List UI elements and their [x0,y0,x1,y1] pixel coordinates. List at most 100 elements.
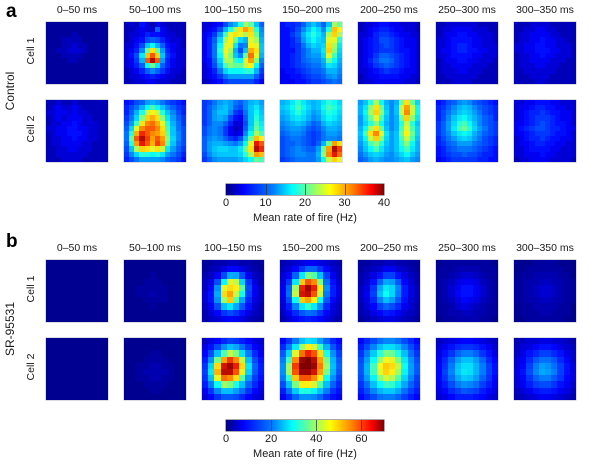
heatmap-cell [165,42,171,48]
heatmap-cell [149,42,155,48]
heatmap-cell [555,110,561,116]
heatmap-cell [454,290,461,298]
heatmap-cell [563,362,570,369]
heatmap-cell [58,315,65,322]
heatmap-cell [87,73,93,79]
heatmap-cell [336,136,342,142]
heatmap-cell [551,303,558,310]
heatmap-cell [557,356,564,363]
heatmap-cell [95,278,102,285]
heatmap-cell [368,32,374,38]
heatmap-cell [570,136,576,142]
heatmap-cell [290,42,296,48]
heatmap-cell [316,47,322,53]
heatmap-cell [555,73,561,79]
heatmap-cell [358,387,365,394]
heatmap-cell [485,356,492,363]
heatmap-cell [280,73,286,79]
heatmap-cell [364,309,371,316]
heatmap-cell [207,58,213,64]
heatmap-cell [286,290,293,298]
heatmap-cell [336,68,342,74]
heatmap-cell [539,110,545,116]
heatmap-cell [373,37,379,43]
heatmap-cell [323,387,330,394]
heatmap-cell [66,78,72,84]
heatmap-cell [300,100,306,106]
heatmap-cell [409,105,415,111]
heatmap-cell [142,387,149,394]
heatmap-cell [258,52,264,59]
heatmap-cell [544,375,552,382]
heatmap-cell [492,115,498,121]
heatmap-cell [477,146,483,152]
heatmap-cell [316,125,322,131]
heatmap-cell [243,47,249,53]
heatmap-cell [305,73,311,79]
heatmap-cell [382,344,389,351]
heatmap-cell [212,27,218,33]
heatmap-cell [52,387,59,394]
heatmap-cell [202,315,209,322]
heatmap-cell [46,78,52,84]
heatmap-cell [473,356,480,363]
heatmap-cell [243,42,249,48]
heatmap-cell [167,375,174,382]
heatmap-cell [248,52,254,59]
heatmap-cell [446,125,452,131]
heatmap-cell [388,156,395,162]
heatmap-cell [473,297,480,304]
heatmap-cell [544,63,551,69]
heatmap-cell [382,338,389,345]
heatmap-cell [551,350,558,357]
heatmap-cell [92,73,98,79]
heatmap-cell [83,303,90,310]
heatmap-cell [173,362,180,369]
heatmap-cell [336,32,342,38]
heatmap-cell [560,63,566,69]
heatmap-cell [358,375,365,382]
heatmap-cell [97,156,103,162]
heatmap-cell [243,110,249,116]
heatmap-cell [179,309,186,316]
heatmap-cell [413,266,420,273]
heatmap-cell [519,141,525,147]
heatmap-cell [329,393,336,400]
heatmap-cell [550,146,556,152]
heatmap-cell [519,110,525,116]
heatmap-cell [71,120,77,126]
heatmap-cell [227,27,233,33]
heatmap-cell [477,73,483,79]
heatmap-cell [460,362,467,369]
heatmap-cell [321,27,327,33]
heatmap-cell [370,266,377,273]
heatmap-cell [248,141,254,147]
heatmap-cell [539,58,545,64]
colorbar-tick [344,184,346,195]
heatmap-cell [409,125,415,131]
heatmap-cell [570,73,576,79]
heatmap-cell [560,141,566,147]
heatmap-cell [407,284,414,291]
heatmap-cell [477,47,483,53]
heatmap-cell [399,146,405,152]
heatmap-cell [70,278,77,285]
heatmap-cell [238,105,244,111]
heatmap-cell [212,115,218,121]
heatmap-cell [136,272,143,279]
heatmap-cell [491,350,498,357]
heatmap-cell [170,146,176,152]
heatmap-cell [66,146,72,152]
heatmap-cell [550,32,556,38]
heatmap-cell [487,63,493,69]
heatmap-cell [336,156,342,162]
heatmap-cell [89,368,96,376]
heatmap-cell [226,266,233,273]
heatmap-cell [529,156,535,162]
heatmap-cell [466,146,473,152]
heatmap-cell [383,52,389,59]
heatmap-cell [477,156,483,162]
heatmap-cell [451,32,457,38]
heatmap-cell [305,105,311,111]
heatmap-cell [208,284,215,291]
